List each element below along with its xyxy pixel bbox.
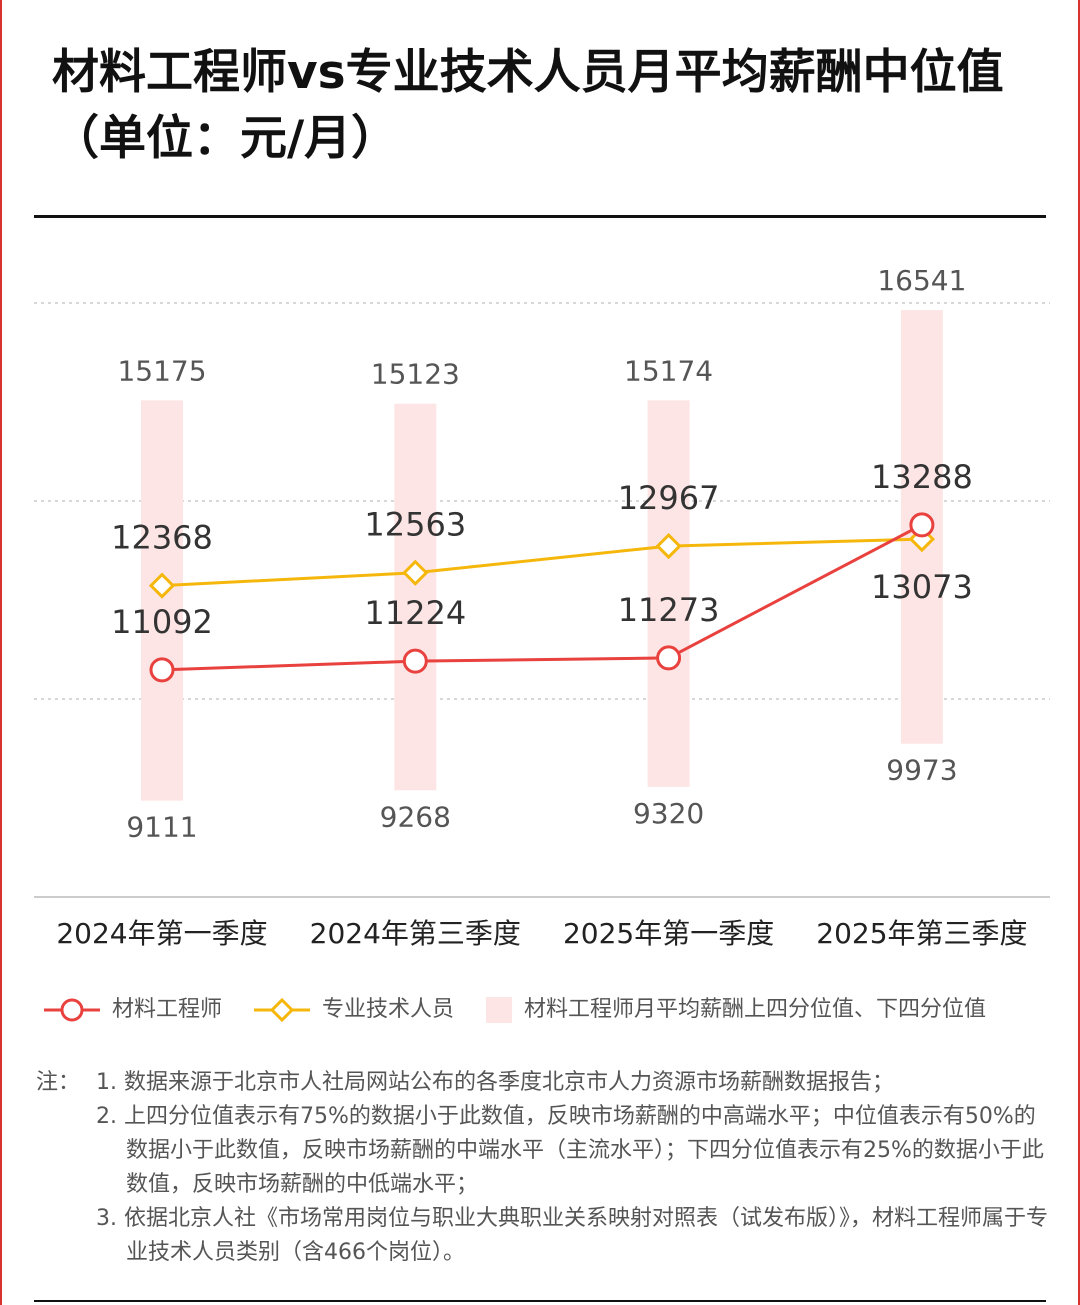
range-bar	[141, 400, 183, 801]
data-label: 9111	[126, 811, 197, 844]
note-item: 1. 数据来源于北京市人社局网站公布的各季度北京市人力资源市场薪酬数据报告；	[96, 1070, 894, 1095]
x-tick-label: 2025年第三季度	[816, 917, 1027, 950]
legend-marker	[60, 998, 84, 1022]
range-bar	[394, 403, 437, 791]
legend-marker	[269, 997, 295, 1023]
marker	[656, 645, 682, 671]
marker	[908, 525, 936, 553]
data-label: 15123	[371, 358, 460, 391]
marker	[909, 512, 935, 538]
notes: 注： 1. 数据来源于北京市人社局网站公布的各季度北京市人力资源市场薪酬数据报告…	[36, 1066, 1056, 1270]
grid	[34, 302, 1050, 700]
title: 材料工程师vs专业技术人员月平均薪酬中位值（单位：元/月）	[52, 45, 1004, 166]
data-label: 12368	[111, 519, 213, 557]
data-label: 9268	[380, 800, 451, 833]
line	[161, 523, 923, 672]
legend-swatch	[486, 997, 513, 1023]
legend-label: 材料工程师月平均薪酬上四分位值、下四分位值	[524, 997, 986, 1022]
marker	[402, 648, 428, 674]
note-item: 2. 上四分位值表示有75%的数据小于此数值，反映市场薪酬的中高端水平；中位值表…	[96, 1104, 1044, 1197]
x-tick-label: 2024年第一季度	[56, 917, 267, 950]
legend-label: 材料工程师	[112, 997, 222, 1022]
data-label: 13073	[871, 568, 973, 606]
x-tick-label: 2024年第三季度	[310, 917, 521, 950]
notes-label: 注：	[36, 1070, 81, 1095]
data-label: 15175	[117, 354, 206, 387]
range-bar	[647, 400, 690, 787]
data-label: 11092	[111, 603, 213, 641]
line	[161, 537, 922, 588]
legend-label: 专业技术人员	[322, 997, 454, 1022]
data-label: 9320	[633, 797, 704, 830]
title-rule	[34, 215, 1046, 218]
marker	[149, 657, 175, 683]
data-label: 11224	[364, 594, 466, 632]
marker	[148, 572, 176, 599]
data-label: 16541	[877, 264, 966, 297]
marker	[655, 532, 682, 560]
marker	[402, 559, 429, 586]
data-label: 12563	[364, 506, 466, 544]
data-label: 15174	[624, 354, 713, 387]
footer-rule	[34, 1300, 1046, 1302]
data-label: 9973	[886, 754, 957, 787]
data-label: 12967	[618, 479, 720, 517]
note-item: 3. 依据北京人社《市场常用岗位与职业大典职业关系映射对照表（试发布版）》，材料…	[96, 1206, 1048, 1265]
data-label: 11273	[618, 591, 720, 629]
data-label: 13288	[871, 458, 973, 496]
x-tick-label: 2025年第一季度	[563, 917, 774, 950]
